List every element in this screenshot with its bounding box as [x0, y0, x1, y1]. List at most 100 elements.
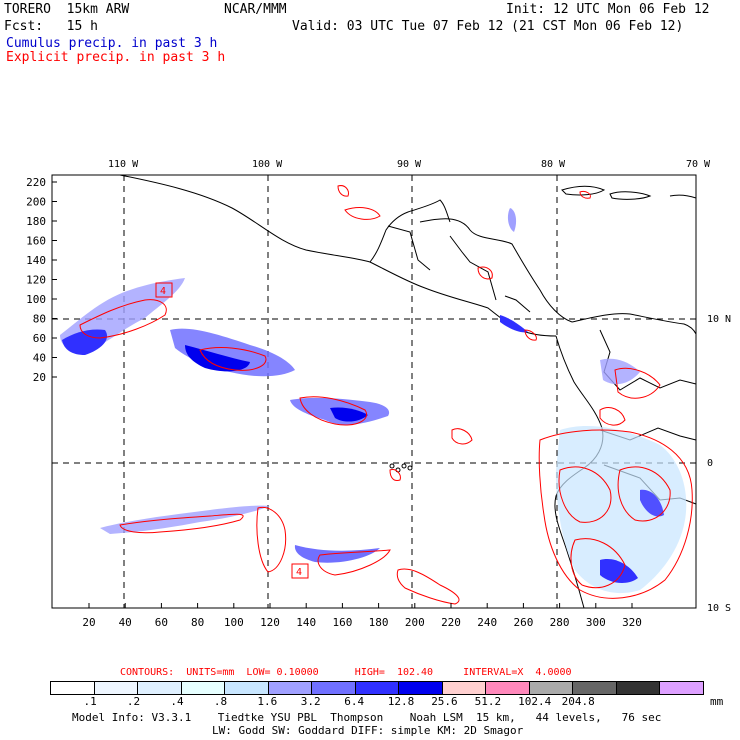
legend-label: .2	[126, 695, 141, 708]
legend-label: 12.8	[387, 695, 415, 708]
contour-info: CONTOURS: UNITS=mm LOW= 0.10000 HIGH= 10…	[120, 667, 572, 678]
red-contour-18	[337, 185, 349, 197]
mexico-coast	[119, 174, 451, 263]
max-box-label-2: 4	[296, 567, 302, 578]
x-tick-label: 60	[155, 616, 168, 629]
lon-label-90w: 90 W	[397, 159, 422, 170]
galapagos-3	[401, 463, 407, 469]
legend-swatch	[51, 682, 95, 694]
legend-swatch	[616, 682, 661, 694]
red-contour-10	[538, 429, 693, 599]
border-4	[599, 329, 697, 391]
y-tick-label: 220	[26, 176, 46, 189]
legend-label: .4	[170, 695, 184, 708]
x-tick-label: 80	[191, 616, 204, 629]
cumulus-field-label: Cumulus precip. in past 3 h	[6, 36, 218, 51]
legend-swatch	[225, 682, 269, 694]
legend-swatch	[399, 682, 443, 694]
legend-swatch	[181, 682, 226, 694]
legend-label: 51.2	[474, 695, 502, 708]
legend-swatch	[312, 682, 356, 694]
x-tick-label: 180	[369, 616, 389, 629]
caribbean-island-1	[561, 185, 606, 196]
caribbean-island-3	[669, 194, 697, 199]
legend-label: 1.6	[257, 695, 278, 708]
red-contour-16	[477, 266, 493, 280]
init-time: Init: 12 UTC Mon 06 Feb 12	[506, 2, 710, 17]
explicit-precip	[79, 185, 693, 605]
org-label: NCAR/MMM	[224, 2, 287, 17]
y-tick-label: 100	[26, 293, 46, 306]
lat-label-10n: 10 N	[707, 314, 731, 325]
red-contour-19	[344, 207, 381, 220]
red-contour-7	[396, 568, 460, 605]
legend-swatch	[442, 682, 487, 694]
red-contour-11	[558, 466, 612, 523]
legend-swatch	[138, 682, 182, 694]
legend-units: mm	[710, 695, 724, 708]
red-contour-20	[579, 191, 591, 199]
red-contour-1	[79, 299, 167, 339]
x-tick-label: 260	[513, 616, 533, 629]
y-tick-label: 120	[26, 274, 46, 287]
y-tick-label: 60	[33, 332, 46, 345]
max-box-1	[155, 282, 173, 298]
x-tick-label: 140	[296, 616, 316, 629]
caribbean-island-2	[609, 191, 652, 200]
galapagos-1	[389, 463, 395, 469]
forecast-hour: Fcst: 15 h	[4, 19, 98, 34]
legend-label: 204.8	[561, 695, 595, 708]
y-tick-label: 180	[26, 215, 46, 228]
cumulus-sa-north	[600, 358, 640, 385]
legend-swatch	[355, 682, 400, 694]
explicit-field-label: Explicit precip. in past 3 h	[6, 50, 226, 65]
border-2	[449, 235, 497, 301]
lon-label-110w: 110 W	[108, 159, 139, 170]
legend-label: 25.6	[431, 695, 458, 708]
galapagos-4	[407, 465, 413, 471]
valid-time: Valid: 03 UTC Tue 07 Feb 12 (21 CST Mon …	[292, 19, 684, 34]
x-tick-label: 160	[332, 616, 352, 629]
red-contour-17	[524, 329, 537, 341]
x-tick-label: 20	[82, 616, 95, 629]
red-contour-5	[256, 506, 287, 573]
max-box-2	[291, 563, 309, 579]
cumulus-gulf	[507, 208, 517, 232]
cumulus-band-south	[100, 505, 270, 534]
axis-ticks	[52, 181, 633, 608]
red-contour-12	[617, 466, 671, 522]
cumulus-precip	[60, 208, 687, 594]
red-contour-4	[119, 513, 244, 534]
central-america-coast	[369, 261, 557, 337]
legend-label: .1	[83, 695, 97, 708]
y-tick-label: 80	[33, 313, 46, 326]
red-contour-8	[451, 428, 473, 445]
y-tick-label: 140	[26, 254, 46, 267]
x-tick-label: 320	[622, 616, 642, 629]
x-tick-label: 300	[586, 616, 606, 629]
color-legend	[50, 681, 704, 695]
lat-label-10s: 10 S	[707, 603, 731, 614]
max-box-label-1: 4	[160, 286, 166, 297]
legend-label: 102.4	[518, 695, 552, 708]
y-tick-label: 200	[26, 196, 46, 209]
border-1	[387, 225, 431, 271]
legend-swatch	[486, 682, 530, 694]
red-contour-2	[199, 347, 267, 371]
cumulus-south-america	[555, 425, 687, 594]
lon-label-100w: 100 W	[252, 159, 283, 170]
south-america-north-coast	[571, 313, 697, 335]
legend-label: 6.4	[344, 695, 365, 708]
x-tick-label: 200	[405, 616, 425, 629]
x-tick-label: 240	[477, 616, 497, 629]
legend-swatch	[529, 682, 574, 694]
lat-label-0: 0	[707, 458, 713, 469]
x-tick-label: 100	[224, 616, 244, 629]
y-tick-label: 40	[33, 352, 46, 365]
central-america-north-coast	[419, 218, 573, 323]
y-tick-label: 160	[26, 235, 46, 248]
lon-label-80w: 80 W	[541, 159, 566, 170]
model-info: Model Info: V3.3.1 Tiedtke YSU PBL Thomp…	[72, 711, 662, 724]
legend-label: .8	[213, 695, 228, 708]
